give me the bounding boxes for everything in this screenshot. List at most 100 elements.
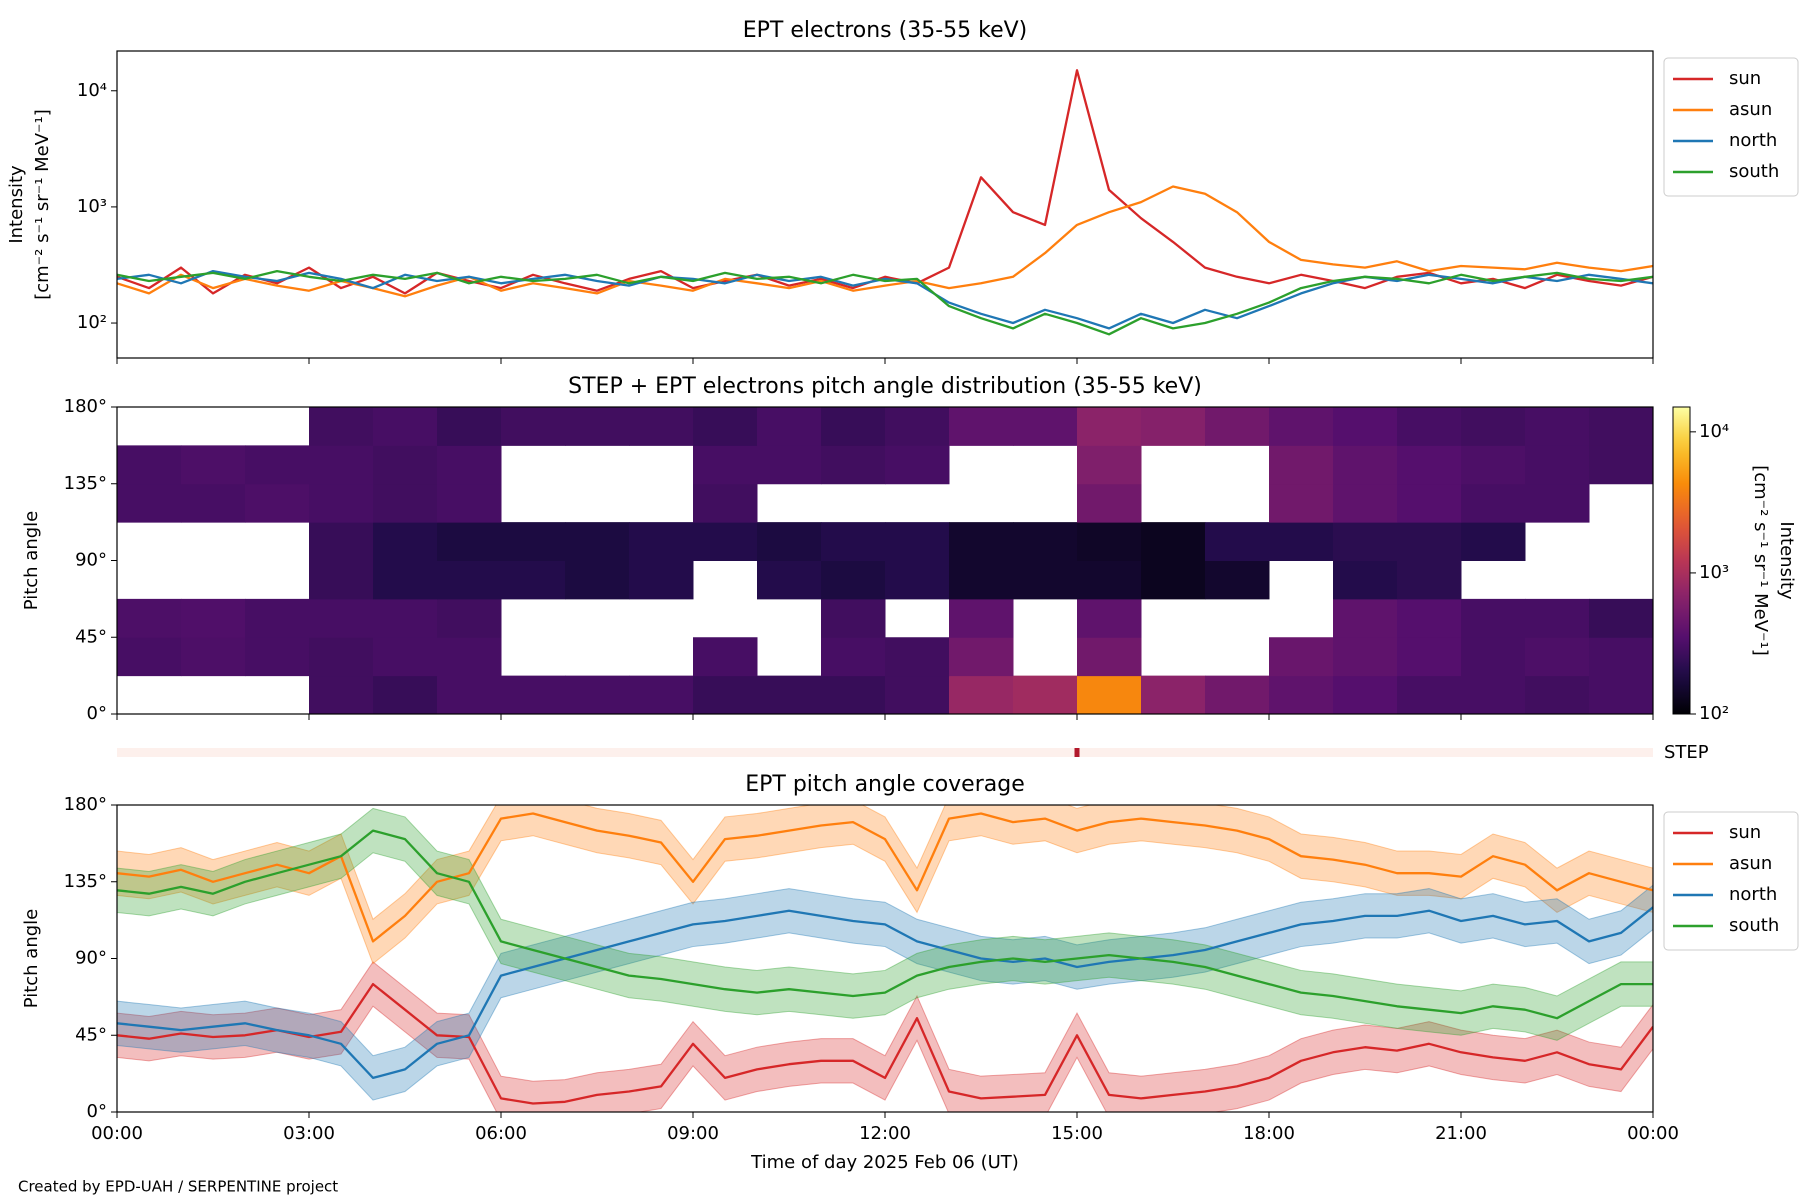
heatmap-cell	[1269, 483, 1334, 523]
heatmap-cell	[885, 522, 950, 561]
y-tick-label: 45°	[75, 1024, 107, 1045]
heatmap-cell	[1461, 483, 1526, 523]
y-tick-label: 180°	[64, 794, 107, 815]
heatmap-cell	[1333, 522, 1398, 561]
heatmap-cell	[437, 675, 502, 714]
heatmap-cell	[565, 522, 630, 561]
heatmap-cell	[1013, 522, 1078, 561]
heatmap-cell	[1269, 637, 1334, 677]
heatmap-cell	[1461, 637, 1526, 677]
heatmap-cell	[1525, 483, 1590, 523]
x-tick-label: 12:00	[859, 1123, 911, 1144]
heatmap-cell	[437, 407, 502, 446]
heatmap-cell	[1397, 598, 1462, 638]
heatmap-cell	[1077, 445, 1142, 485]
heatmap-cell	[117, 598, 182, 638]
heatmap-cell	[1205, 560, 1270, 600]
legend-label: asun	[1729, 853, 1772, 874]
panel-title: EPT pitch angle coverage	[745, 772, 1025, 797]
heatmap-cell	[1333, 445, 1398, 485]
heatmap-cell	[1525, 637, 1590, 677]
heatmap-cell	[1141, 407, 1206, 446]
heatmap-cell	[1589, 675, 1653, 714]
heatmap-cell	[1397, 483, 1462, 523]
heatmap-cell	[309, 522, 374, 561]
heatmap-cell	[693, 445, 758, 485]
heatmap-cell	[117, 445, 182, 485]
heatmap-cell	[1461, 445, 1526, 485]
heatmap-cell	[1333, 560, 1398, 600]
series-line	[117, 982, 1653, 1105]
x-tick-label: 03:00	[283, 1123, 335, 1144]
y-axis-label: Pitch angle	[21, 511, 42, 610]
heatmap-cell	[245, 598, 310, 638]
heatmap-cell	[1077, 483, 1142, 523]
heatmap-cell	[1205, 675, 1270, 714]
plot-area	[117, 69, 1653, 336]
step-mark	[1074, 748, 1080, 757]
plot-area	[117, 805, 1653, 1112]
heatmap-cell	[1525, 407, 1590, 446]
heatmap-cell	[1269, 407, 1334, 446]
colorbar-tick-label: 10²	[1699, 703, 1729, 724]
x-tick-label: 06:00	[475, 1123, 527, 1144]
x-axis-label: Time of day 2025 Feb 06 (UT)	[750, 1152, 1019, 1173]
heatmap-cell	[1589, 445, 1653, 485]
heatmap-cell	[693, 522, 758, 561]
heatmap-cell	[1589, 598, 1653, 638]
y-axis-label: Pitch angle	[21, 909, 42, 1008]
y-tick-label: 90°	[75, 550, 107, 571]
heatmap-cell	[309, 598, 374, 638]
heatmap-cell	[1461, 675, 1526, 714]
heatmap-cell	[373, 522, 438, 561]
y-tick-label: 10²	[77, 312, 107, 333]
heatmap-cell	[629, 522, 694, 561]
heatmap-cell	[1589, 407, 1653, 446]
heatmap-cell	[885, 637, 950, 677]
uncertainty-band	[117, 807, 1653, 1041]
heatmap-cell	[1077, 598, 1142, 638]
heatmap-cell	[1077, 675, 1142, 714]
y-tick-label: 10³	[77, 196, 107, 217]
heatmap-cell	[1333, 483, 1398, 523]
y-axis-label: Intensity	[6, 165, 27, 244]
heatmap-cell	[245, 483, 310, 523]
heatmap-cell	[1333, 407, 1398, 446]
heatmap-cell	[757, 522, 822, 561]
heatmap-cell	[1141, 522, 1206, 561]
heatmap-cell	[373, 483, 438, 523]
uncertainty-band	[117, 805, 1653, 965]
heatmap-cell	[501, 522, 566, 561]
legend-box	[1663, 57, 1799, 197]
heatmap-cell	[1013, 675, 1078, 714]
x-tick-label: 09:00	[667, 1123, 719, 1144]
heatmap-cell	[373, 675, 438, 714]
heatmap-cell	[437, 445, 502, 485]
y-tick-label: 135°	[64, 473, 107, 494]
heatmap-cell	[821, 598, 886, 638]
heatmap-cell	[565, 675, 630, 714]
series-line	[117, 812, 1653, 943]
heatmap-cell	[1525, 598, 1590, 638]
heatmap-cell	[1397, 522, 1462, 561]
heatmap-cell	[1397, 637, 1462, 677]
heatmap-cell	[181, 445, 246, 485]
heatmap-cell	[757, 407, 822, 446]
series-line	[117, 69, 1653, 295]
legend-label: north	[1729, 130, 1777, 151]
heatmap-cell	[501, 407, 566, 446]
heatmap-cell	[757, 675, 822, 714]
heatmap-cell	[757, 560, 822, 600]
heatmap-cell	[1397, 407, 1462, 446]
heatmap-cell	[437, 560, 502, 600]
heatmap-cell	[1525, 675, 1590, 714]
step-label: STEP	[1664, 742, 1709, 763]
x-tick-label: 00:00	[1627, 1123, 1679, 1144]
heatmap-cell	[1333, 598, 1398, 638]
heatmap-cell	[309, 445, 374, 485]
heatmap-cell	[1013, 407, 1078, 446]
heatmap-cell	[1461, 522, 1526, 561]
heatmap-cell	[1269, 522, 1334, 561]
x-tick-label: 00:00	[91, 1123, 143, 1144]
y-tick-label: 0°	[87, 1101, 107, 1122]
